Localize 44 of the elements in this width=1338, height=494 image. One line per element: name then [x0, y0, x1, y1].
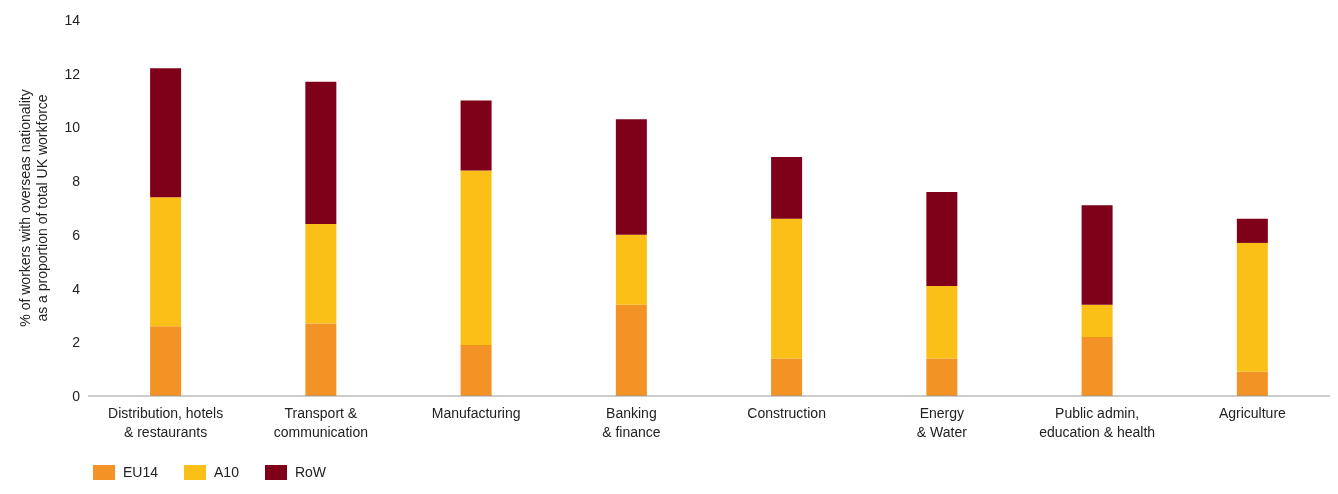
- y-tick-label: 8: [72, 173, 81, 190]
- bar: [1236, 218, 1268, 243]
- bar: [460, 170, 492, 345]
- y-tick-label: 14: [64, 11, 81, 28]
- legend-label: EU14: [123, 464, 159, 480]
- bar: [615, 119, 647, 235]
- x-tick-label: Agriculture: [1218, 405, 1287, 421]
- bar: [771, 358, 803, 396]
- bar: [150, 68, 182, 198]
- x-tick-label: Distribution, hotels & restaurants: [108, 405, 224, 440]
- bar: [615, 304, 647, 396]
- y-axis-title: % of workers with overseas nationality as a proportion of total UK workforce: [17, 89, 50, 327]
- bar: [771, 218, 803, 359]
- bar: [150, 326, 182, 396]
- x-tick-label: Public admin, education & health: [1039, 405, 1156, 440]
- y-tick-label: 0: [72, 387, 81, 404]
- bar: [460, 344, 492, 396]
- bar: [771, 156, 803, 219]
- bar: [1081, 336, 1113, 396]
- x-tick-label: Construction: [747, 405, 826, 421]
- y-tick-label: 6: [72, 226, 81, 243]
- y-tick-label: 12: [64, 65, 81, 82]
- bar: [926, 191, 958, 286]
- bar: [1236, 242, 1268, 372]
- x-tick-label: Energy & Water: [916, 405, 968, 440]
- bar: [305, 81, 337, 225]
- bar: [615, 234, 647, 305]
- bar: [1236, 371, 1268, 396]
- bar: [1081, 205, 1113, 305]
- x-tick-label: Manufacturing: [431, 405, 521, 421]
- y-tick-label: 10: [64, 119, 81, 136]
- bar: [1081, 304, 1113, 337]
- bar: [305, 224, 337, 324]
- legend-label: A10: [214, 464, 239, 480]
- bar: [305, 323, 337, 396]
- y-tick-label: 4: [72, 280, 81, 297]
- legend-label: RoW: [294, 464, 327, 480]
- bar: [460, 100, 492, 171]
- y-tick-label: 2: [72, 334, 81, 351]
- bar: [926, 285, 958, 359]
- x-tick-label: Banking & finance: [602, 405, 661, 440]
- bar: [926, 358, 958, 396]
- x-tick-label: Transport & communication: [273, 405, 368, 440]
- bar: [150, 197, 182, 327]
